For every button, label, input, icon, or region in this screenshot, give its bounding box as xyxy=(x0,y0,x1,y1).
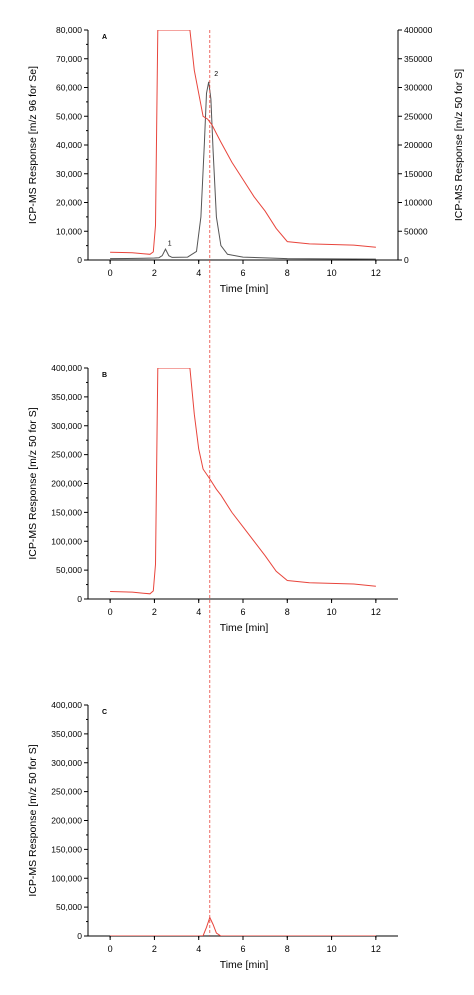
y-tick-label-left: 30,000 xyxy=(56,169,82,179)
panel-a: 0 2 4 6 8 10 12010,00020,00030,00040,00050,000… xyxy=(27,25,465,295)
y-tick-label-right: 300000 xyxy=(404,83,433,93)
x-tick-label: 8 xyxy=(285,944,290,954)
y-tick-label-left: 60,000 xyxy=(56,83,82,93)
y-tick-label-left: 350,000 xyxy=(51,729,82,739)
y-tick-label-right: 350000 xyxy=(404,54,433,64)
peak-label: 1 xyxy=(168,241,172,248)
x-tick-label: 10 xyxy=(327,944,337,954)
y-tick-label-left: 50,000 xyxy=(56,111,82,121)
y-tick-label-left: 150,000 xyxy=(51,507,82,517)
y-tick-label-left: 250,000 xyxy=(51,450,82,460)
x-tick-label: 12 xyxy=(371,607,381,617)
x-tick-label: 8 xyxy=(285,607,290,617)
y-tick-label-left: 150,000 xyxy=(51,844,82,854)
y-tick-label-left: 20,000 xyxy=(56,198,82,208)
y-tick-label-left: 100,000 xyxy=(51,873,82,883)
y-tick-label-left: 250,000 xyxy=(51,787,82,797)
x-tick-label: 0 xyxy=(108,607,113,617)
y-tick-label-right: 250000 xyxy=(404,111,433,121)
y-tick-label-left: 200,000 xyxy=(51,479,82,489)
y-tick-label-left: 400,000 xyxy=(51,700,82,710)
y-tick-label-right: 150000 xyxy=(404,169,433,179)
panel-letter: C xyxy=(102,709,107,716)
x-tick-label: 2 xyxy=(152,944,157,954)
y-tick-label-left: 300,000 xyxy=(51,421,82,431)
x-axis-title: Time [min] xyxy=(220,959,269,971)
x-tick-label: 8 xyxy=(285,268,290,278)
x-tick-label: 4 xyxy=(196,268,201,278)
series-line-0 xyxy=(110,81,376,260)
x-tick-label: 6 xyxy=(240,944,245,954)
y-tick-label-left: 0 xyxy=(77,594,82,604)
y-tick-label-left: 0 xyxy=(77,255,82,265)
y-tick-label-left: 80,000 xyxy=(56,25,82,35)
x-tick-label: 10 xyxy=(327,607,337,617)
panel-c: 0 2 4 6 8 10 12 0 50,000 100,000 150,000 200,000 250… xyxy=(27,700,398,971)
y-tick-label-left: 40,000 xyxy=(56,140,82,150)
x-tick-label: 2 xyxy=(152,268,157,278)
y-tick-label-right: 400000 xyxy=(404,25,433,35)
y-tick-label-right: 0 xyxy=(404,255,409,265)
y-tick-label-left: 300,000 xyxy=(51,758,82,768)
y-axis-title-left: ICP-MS Response [m/z 96 for Se] xyxy=(27,66,39,224)
series-line-1 xyxy=(110,30,376,255)
x-tick-label: 6 xyxy=(240,607,245,617)
x-tick-label: 12 xyxy=(371,268,381,278)
x-axis-title: Time [min] xyxy=(220,283,269,295)
y-axis-title-right: ICP-MS Response [m/z 50 for S] xyxy=(453,69,465,221)
y-tick-label-right: 100000 xyxy=(404,198,433,208)
y-tick-label-left: 10,000 xyxy=(56,226,82,236)
y-tick-label-left: 50,000 xyxy=(56,565,82,575)
y-tick-label-left: 400,000 xyxy=(51,363,82,373)
y-tick-label-right: 200000 xyxy=(404,140,433,150)
x-tick-label: 10 xyxy=(327,268,337,278)
panel-letter: B xyxy=(102,372,107,379)
y-tick-label-left: 50,000 xyxy=(56,902,82,912)
x-tick-label: 12 xyxy=(371,944,381,954)
y-tick-label-right: 50000 xyxy=(404,226,428,236)
x-tick-label: 2 xyxy=(152,607,157,617)
x-tick-label: 4 xyxy=(196,607,201,617)
y-tick-label-left: 70,000 xyxy=(56,54,82,64)
x-tick-label: 0 xyxy=(108,268,113,278)
x-tick-label: 6 xyxy=(240,268,245,278)
x-axis-title: Time [min] xyxy=(220,622,269,634)
y-axis-title-left: ICP-MS Response [m/z 50 for S] xyxy=(27,407,39,559)
x-tick-label: 4 xyxy=(196,944,201,954)
y-tick-label-left: 100,000 xyxy=(51,536,82,546)
peak-label: 2 xyxy=(214,71,218,78)
series-line-0 xyxy=(110,916,376,936)
y-tick-label-left: 350,000 xyxy=(51,392,82,402)
panel-letter: A xyxy=(102,34,107,41)
y-tick-label-left: 200,000 xyxy=(51,816,82,826)
y-axis-title-left: ICP-MS Response [m/z 50 for S] xyxy=(27,744,39,896)
x-tick-label: 0 xyxy=(108,944,113,954)
series-line-0 xyxy=(110,368,376,595)
y-tick-label-left: 0 xyxy=(77,931,82,941)
panel-b: 0 2 4 6 8 10 12 0 50,000 100,000 150,000 200,000 250… xyxy=(27,363,398,634)
